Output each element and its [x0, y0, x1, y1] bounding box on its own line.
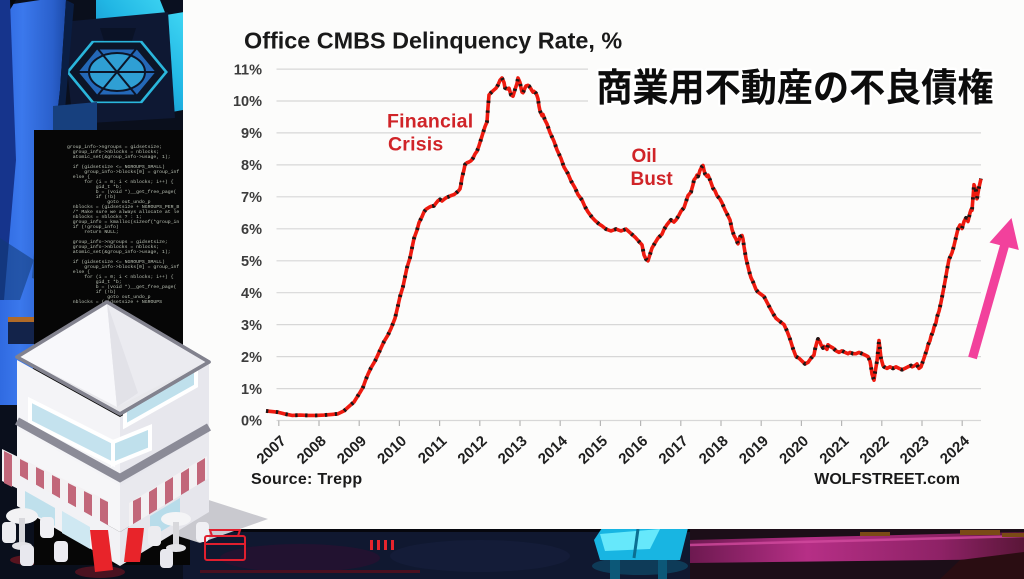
svg-text:2021: 2021 — [816, 432, 852, 467]
svg-text:2013: 2013 — [495, 432, 531, 467]
svg-text:3%: 3% — [241, 318, 262, 334]
svg-text:2010: 2010 — [374, 432, 410, 467]
svg-text:10%: 10% — [233, 94, 262, 110]
svg-text:WOLFSTREET.com: WOLFSTREET.com — [814, 471, 960, 488]
svg-text:7%: 7% — [241, 190, 262, 206]
svg-text:Oil: Oil — [632, 146, 657, 167]
svg-text:2011: 2011 — [415, 432, 450, 467]
svg-text:2017: 2017 — [656, 432, 692, 467]
svg-text:2023: 2023 — [897, 432, 933, 467]
svg-text:Bust: Bust — [631, 169, 674, 190]
svg-text:0%: 0% — [241, 414, 262, 430]
svg-text:2%: 2% — [241, 350, 262, 366]
svg-text:2019: 2019 — [736, 432, 772, 467]
svg-text:Crisis: Crisis — [388, 134, 443, 156]
svg-text:2009: 2009 — [334, 432, 370, 467]
svg-text:2016: 2016 — [615, 432, 651, 467]
svg-text:Office CMBS Delinquency Rate,: Office CMBS Delinquency Rate, % — [244, 28, 622, 54]
svg-text:11%: 11% — [234, 62, 262, 78]
svg-text:Financial: Financial — [387, 111, 473, 133]
svg-text:2020: 2020 — [776, 432, 812, 467]
svg-text:9%: 9% — [241, 126, 262, 142]
svg-text:4%: 4% — [241, 286, 262, 302]
svg-text:2014: 2014 — [535, 432, 571, 468]
svg-text:2015: 2015 — [575, 432, 611, 467]
svg-text:2012: 2012 — [455, 432, 491, 467]
svg-text:8%: 8% — [241, 158, 262, 174]
svg-text:1%: 1% — [241, 382, 262, 398]
svg-text:5%: 5% — [241, 254, 262, 270]
svg-text:2024: 2024 — [937, 432, 973, 468]
svg-text:2018: 2018 — [696, 432, 732, 467]
svg-text:2008: 2008 — [294, 432, 330, 467]
svg-text:6%: 6% — [241, 222, 262, 238]
svg-text:2022: 2022 — [857, 432, 893, 467]
svg-text:Source: Trepp: Source: Trepp — [251, 471, 362, 488]
